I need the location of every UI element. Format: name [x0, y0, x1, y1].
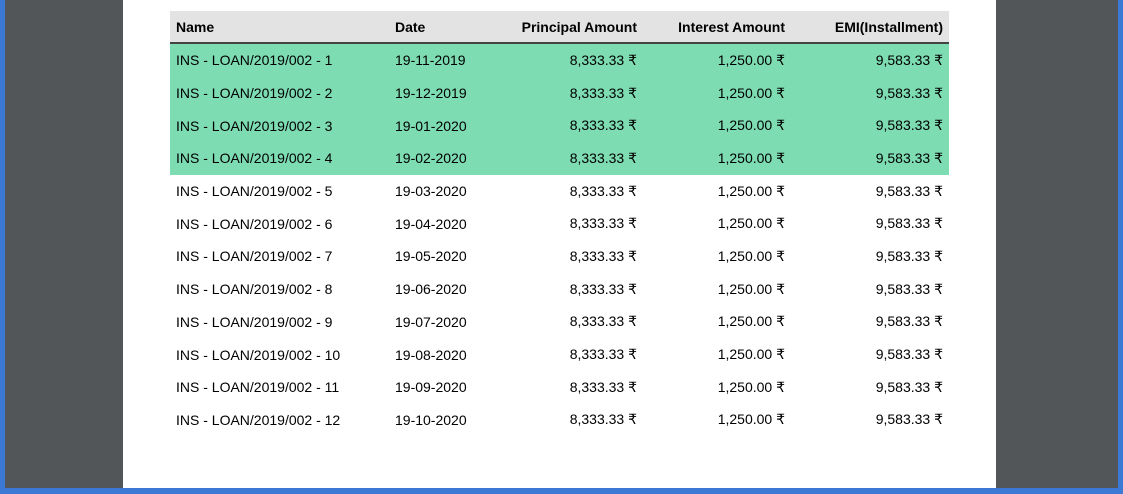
- table-row[interactable]: INS - LOAN/2019/002 - 6 19-04-2020 8,333.3…: [170, 207, 949, 240]
- cell-principal: 8,333.33 ₹: [569, 149, 637, 166]
- cell-principal: 8,333.33 ₹: [569, 378, 637, 395]
- cell-date: 19-03-2020: [395, 183, 467, 200]
- cell-interest: 1,250.00 ₹: [717, 215, 785, 232]
- cell-emi: 9,583.33 ₹: [875, 280, 943, 297]
- cell-principal: 8,333.33 ₹: [569, 411, 637, 428]
- document-viewer[interactable]: Name Date Principal Amount Interest Amou…: [5, 0, 1118, 488]
- cell-interest: 1,250.00 ₹: [717, 280, 785, 297]
- cell-name: INS - LOAN/2019/002 - 10: [176, 346, 341, 363]
- cell-principal: 8,333.33 ₹: [569, 117, 637, 134]
- cell-date: 19-10-2020: [395, 411, 467, 428]
- cell-principal: 8,333.33 ₹: [569, 182, 637, 199]
- table-row[interactable]: INS - LOAN/2019/002 - 10 19-08-2020 8,333.…: [170, 338, 949, 371]
- table-header-row: Name Date Principal Amount Interest Amou…: [170, 11, 949, 44]
- cell-date: 19-04-2020: [395, 215, 467, 232]
- table-row[interactable]: INS - LOAN/2019/002 - 7 19-05-2020 8,333.3…: [170, 240, 949, 273]
- table-row[interactable]: INS - LOAN/2019/002 - 4 19-02-2020 8,333.3…: [170, 142, 949, 175]
- cell-interest: 1,250.00 ₹: [717, 313, 785, 330]
- cell-name: INS - LOAN/2019/002 - 8: [176, 281, 333, 298]
- cell-emi: 9,583.33 ₹: [875, 182, 943, 199]
- cell-interest: 1,250.00 ₹: [717, 182, 785, 199]
- header-date: Date: [389, 11, 492, 44]
- cell-emi: 9,583.33 ₹: [875, 117, 943, 134]
- header-interest-amount: Interest Amount: [643, 11, 791, 44]
- cell-name: INS - LOAN/2019/002 - 4: [176, 150, 333, 167]
- table-row[interactable]: INS - LOAN/2019/002 - 1 19-11-2019 8,333.3…: [170, 43, 949, 77]
- cell-interest: 1,250.00 ₹: [717, 411, 785, 428]
- cell-principal: 8,333.33 ₹: [569, 313, 637, 330]
- cell-emi: 9,583.33 ₹: [875, 247, 943, 264]
- table-row[interactable]: INS - LOAN/2019/002 - 3 19-01-2020 8,333.3…: [170, 109, 949, 143]
- cell-emi: 9,583.33 ₹: [875, 51, 943, 68]
- table-row[interactable]: INS - LOAN/2019/002 - 9 19-07-2020 8,333.3…: [170, 306, 949, 339]
- cell-date: 19-06-2020: [395, 281, 467, 298]
- cell-date: 19-02-2020: [395, 150, 467, 167]
- cell-interest: 1,250.00 ₹: [717, 51, 785, 68]
- cell-name: INS - LOAN/2019/002 - 7: [176, 248, 333, 265]
- cell-date: 19-09-2020: [395, 379, 467, 396]
- cell-name: INS - LOAN/2019/002 - 1: [176, 52, 333, 69]
- cell-interest: 1,250.00 ₹: [717, 378, 785, 395]
- cell-name: INS - LOAN/2019/002 - 9: [176, 313, 333, 330]
- cell-principal: 8,333.33 ₹: [569, 280, 637, 297]
- cell-name: INS - LOAN/2019/002 - 2: [176, 85, 333, 102]
- cell-interest: 1,250.00 ₹: [717, 84, 785, 101]
- document-page: Name Date Principal Amount Interest Amou…: [123, 0, 996, 488]
- cell-name: INS - LOAN/2019/002 - 12: [176, 411, 341, 428]
- cell-name: INS - LOAN/2019/002 - 11: [176, 379, 340, 396]
- table-row[interactable]: INS - LOAN/2019/002 - 12 19-10-2020 8,333.…: [170, 404, 949, 437]
- cell-date: 19-01-2020: [395, 117, 467, 134]
- table-row[interactable]: INS - LOAN/2019/002 - 5 19-03-2020 8,333.3…: [170, 175, 949, 208]
- cell-date: 19-11-2019: [395, 52, 466, 69]
- table-row[interactable]: INS - LOAN/2019/002 - 8 19-06-2020 8,333.3…: [170, 273, 949, 306]
- cell-emi: 9,583.33 ₹: [875, 411, 943, 428]
- cell-emi: 9,583.33 ₹: [875, 149, 943, 166]
- cell-name: INS - LOAN/2019/002 - 5: [176, 183, 333, 200]
- cell-interest: 1,250.00 ₹: [717, 247, 785, 264]
- cell-emi: 9,583.33 ₹: [875, 215, 943, 232]
- header-emi: EMI(Installment): [791, 11, 949, 44]
- cell-emi: 9,583.33 ₹: [875, 346, 943, 363]
- cell-emi: 9,583.33 ₹: [875, 378, 943, 395]
- cell-principal: 8,333.33 ₹: [569, 215, 637, 232]
- cell-interest: 1,250.00 ₹: [717, 117, 785, 134]
- cell-name: INS - LOAN/2019/002 - 6: [176, 215, 333, 232]
- table-row[interactable]: INS - LOAN/2019/002 - 2 19-12-2019 8,333.3…: [170, 76, 949, 110]
- cell-emi: 9,583.33 ₹: [875, 313, 943, 330]
- cell-interest: 1,250.00 ₹: [717, 149, 785, 166]
- cell-date: 19-08-2020: [395, 346, 467, 363]
- table-row[interactable]: INS - LOAN/2019/002 - 11 19-09-2020 8,333.…: [170, 371, 949, 404]
- installment-table: Name Date Principal Amount Interest Amou…: [170, 11, 949, 436]
- cell-interest: 1,250.00 ₹: [717, 346, 785, 363]
- cell-principal: 8,333.33 ₹: [569, 346, 637, 363]
- header-principal-amount: Principal Amount: [492, 11, 643, 44]
- cell-principal: 8,333.33 ₹: [569, 84, 637, 101]
- cell-principal: 8,333.33 ₹: [569, 247, 637, 264]
- cell-principal: 8,333.33 ₹: [569, 51, 637, 68]
- cell-date: 19-12-2019: [395, 85, 467, 102]
- cell-date: 19-07-2020: [395, 313, 467, 330]
- cell-emi: 9,583.33 ₹: [875, 84, 943, 101]
- cell-name: INS - LOAN/2019/002 - 3: [176, 117, 333, 134]
- cell-date: 19-05-2020: [395, 248, 467, 265]
- header-name: Name: [170, 11, 389, 44]
